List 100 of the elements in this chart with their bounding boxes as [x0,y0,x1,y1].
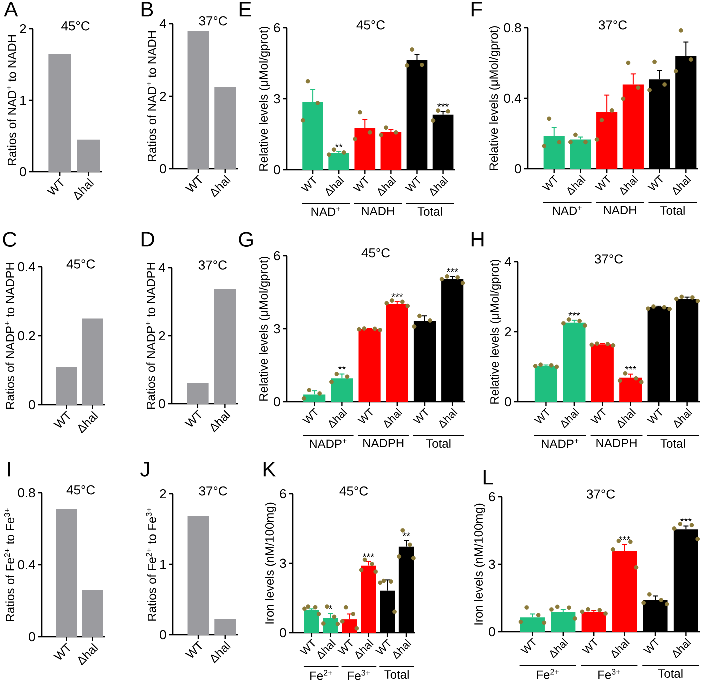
x-tick-label: WT [300,638,316,655]
x-tick-label: WT [534,408,550,424]
data-label: *** [625,366,637,370]
chart-title: 45°C [362,248,390,258]
y-tick-label: 0 [29,632,36,642]
bar [358,329,381,402]
y-tick-label: 4 [158,264,166,272]
text: NADPH [596,439,637,448]
y-axis-title: Ratios of Fe$^{2+}$ to Fe$^{3+}$ [146,508,156,621]
y-tick-label: 0 [20,167,26,177]
text: Total [658,669,683,678]
data-label: ** [338,366,346,370]
y-tick-label: 2 [160,489,166,499]
y-tick-label: 0.2 [18,331,36,341]
bar [304,610,320,633]
x-tick-label: WT [300,176,316,192]
data-label: *** [619,536,630,540]
bar [534,366,558,402]
x-tick-label: WT [185,640,202,658]
bar [380,132,402,170]
x-tick-label: WT [582,638,598,654]
data-label: *** [680,518,692,522]
bar [570,140,592,169]
y-tick-label: 4 [160,20,166,28]
y-axis-title: Iron levels (nM/100mg) [474,504,486,625]
y-tick-label: 2 [505,327,512,337]
x-tick-label: WT [353,176,368,192]
text: NADP$^{+}$ [542,439,579,448]
y-tick-label: 1 [20,96,26,105]
y-tick-label: 3 [489,560,496,570]
x-tick-label: WT [520,638,536,654]
y-tick-label: 0.4 [504,94,522,104]
chart-title: 45°C [66,486,96,495]
y-tick-label: 3 [280,558,286,568]
text: Fe$^{3+}$ [348,670,370,680]
bar [361,566,376,633]
x-tick-label: WT [54,642,70,660]
text: NADP$^{+}$ [310,439,347,448]
text: G [239,232,253,248]
x-tick-label: WT [358,408,374,424]
y-tick-label: 2 [20,24,26,34]
x-tick-label: WT [302,408,318,424]
y-axis-title: Relative levels (μMol/gprot) [259,256,270,401]
y-tick-label: 6 [280,489,286,499]
y-tick-label: 0.4 [18,560,36,570]
data-label: ** [402,532,410,536]
chart-title: 37°C [198,260,227,270]
y-tick-label: 0.8 [504,23,522,33]
chart-title: 37°C [199,16,228,26]
text: H [472,232,484,247]
text: K [264,462,276,477]
text: Fe$^{3+}$ [598,669,620,680]
x-tick-label: WT [647,408,662,424]
y-tick-label: 0 [160,164,166,174]
text: Fe$^{2+}$ [537,669,559,680]
x-tick-label: WT [595,174,610,191]
y-tick-label: 6 [274,23,280,33]
y-tick-label: 3 [274,324,280,334]
bar [620,378,642,402]
bar [563,322,586,402]
y-tick-label: 1 [160,560,166,569]
bar [520,618,545,632]
x-tick-label: WT [338,638,354,655]
text: Fe$^{2+}$ [310,670,332,680]
bar [331,378,354,402]
text: J [140,462,150,477]
chart-title: 45°C [66,260,96,269]
chart-title: 37°C [586,490,616,499]
y-axis-title: Ratios of NAD$^{+}$ to NADH [147,32,156,162]
text: D [142,232,154,247]
y-axis-title: Ratios of Fe$^{2+}$ to Fe$^{3+}$ [4,508,15,622]
data-label: *** [438,103,449,107]
text: F [472,2,482,17]
y-tick-label: 2 [159,331,166,341]
y-tick-label: 4 [504,258,512,266]
text: Total [418,207,442,216]
data-label: *** [568,312,580,316]
x-tick-label: WT [54,410,70,428]
y-axis-title: Relative levels (μMol/gprot) [490,260,502,404]
bar [386,304,408,402]
chart-title: 45°C [62,22,90,31]
x-tick-label: WT [412,408,428,424]
text: NAD$^{+}$ [312,207,340,216]
x-tick-label: WT [376,638,391,655]
text: Total [660,439,686,448]
y-tick-label: 0 [505,397,512,407]
x-tick-label: WT [643,638,659,654]
text: I [8,462,10,477]
y-tick-label: 0 [29,400,36,410]
x-tick-label: WT [184,410,202,427]
y-tick-label: 0 [274,165,280,175]
x-tick-label: WT [648,174,664,191]
y-axis-title: Iron levels (nM/100mg) [265,502,276,624]
x-tick-label: WT [46,178,64,195]
text: L [484,470,494,485]
chart-title: 37°C [199,486,228,496]
chart-title: 37°C [598,20,628,30]
text: C [3,232,17,248]
data-label: * [329,606,333,610]
y-tick-label: 0.4 [18,262,36,272]
